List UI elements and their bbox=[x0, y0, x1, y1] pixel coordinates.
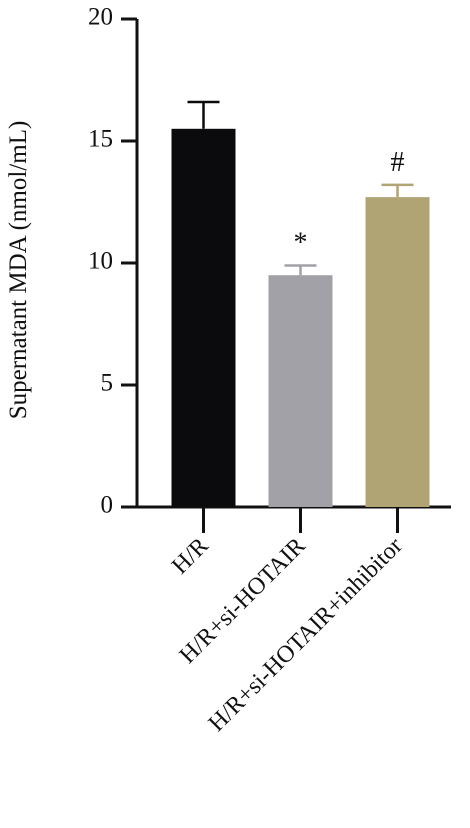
error-bar bbox=[187, 100, 220, 129]
error-bar bbox=[381, 183, 414, 198]
significance-mark: * bbox=[294, 227, 308, 258]
y-tick-label: 20 bbox=[88, 4, 113, 31]
significance-mark: # bbox=[391, 147, 405, 178]
bar bbox=[268, 275, 333, 507]
x-tick-label: H/R+si-HOTAIR+inhibitor bbox=[204, 533, 408, 737]
y-tick-label: 15 bbox=[88, 126, 113, 153]
bar bbox=[171, 128, 236, 508]
y-tick-label: 0 bbox=[101, 492, 114, 519]
y-axis-label: Supernatant MDA (nmol/mL) bbox=[5, 121, 32, 420]
error-bar bbox=[284, 264, 317, 276]
y-tick-label: 10 bbox=[88, 248, 113, 275]
x-tick-label: H/R bbox=[167, 533, 214, 580]
y-tick-label: 5 bbox=[101, 370, 114, 397]
bar bbox=[365, 197, 430, 507]
